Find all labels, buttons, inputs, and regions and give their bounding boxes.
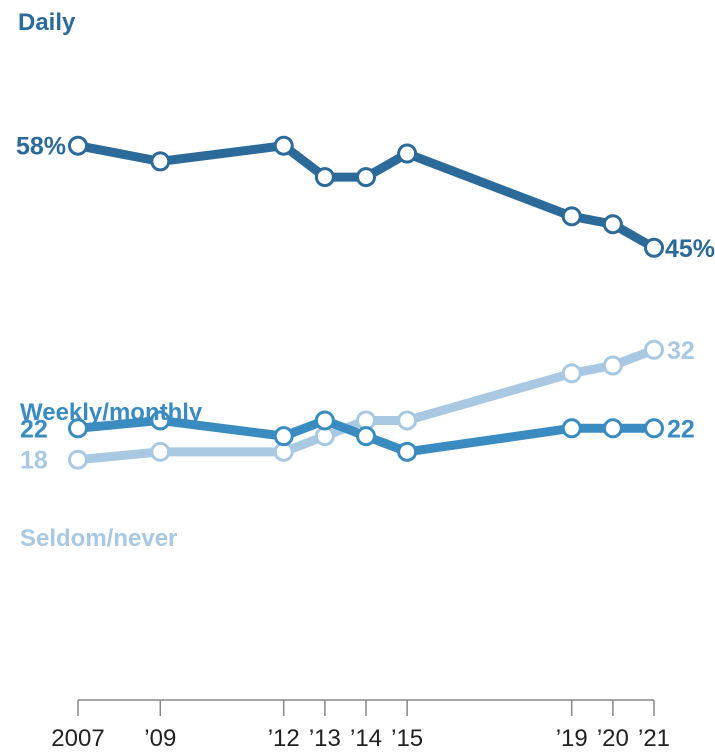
series-lines (68, 135, 664, 470)
x-axis-ticks: 2007 ’09 ’12 ’13 ’14 ’15 ’19 ’20 ’21 (51, 700, 670, 752)
x-tick-label-2020: ’20 (597, 725, 629, 752)
point-daily-2014 (356, 167, 376, 188)
point-weekly-monthly-2021 (644, 418, 664, 439)
point-daily-2020 (602, 214, 623, 235)
point-weekly-monthly-2013 (314, 410, 335, 431)
point-seldom-never-2019 (561, 363, 582, 384)
start-value-seldom-never: 18 (20, 447, 48, 475)
point-seldom-never-2009 (150, 441, 171, 462)
x-tick-label-2015: ’15 (391, 725, 423, 752)
point-weekly-monthly-2012 (273, 426, 294, 447)
x-tick-label-2021: ’21 (638, 725, 670, 752)
x-tick-label-2012: ’12 (268, 725, 300, 752)
point-seldom-never-2020 (602, 355, 623, 376)
start-value-daily: 58% (16, 133, 66, 161)
point-seldom-never-2007 (68, 449, 88, 470)
x-tick-label-2019: ’19 (556, 725, 588, 752)
start-value-weekly-monthly: 22 (20, 415, 48, 443)
point-seldom-never-2021 (644, 339, 664, 360)
point-daily-2015 (397, 143, 418, 164)
point-daily-2021 (644, 237, 664, 258)
series-name-weekly-monthly: Weekly/monthly (20, 399, 203, 426)
point-seldom-never-2015 (397, 410, 418, 431)
end-value-weekly-monthly: 22 (667, 415, 695, 443)
end-value-seldom-never: 32 (667, 337, 695, 365)
point-daily-2012 (273, 135, 294, 156)
point-weekly-monthly-2019 (561, 418, 582, 439)
point-weekly-monthly-2007 (68, 418, 88, 439)
series-name-daily: Daily (18, 9, 76, 36)
end-value-daily: 45% (665, 235, 715, 263)
point-daily-2019 (561, 206, 582, 227)
point-weekly-monthly-2015 (397, 441, 418, 462)
x-tick-label-2009: ’09 (144, 725, 176, 752)
x-tick-label-2013: ’13 (309, 725, 341, 752)
point-weekly-monthly-2020 (602, 418, 623, 439)
point-daily-2013 (314, 167, 335, 188)
point-weekly-monthly-2009 (150, 410, 171, 431)
x-tick-label-2007: 2007 (51, 725, 104, 752)
series-name-seldom-never: Seldom/never (20, 525, 177, 552)
x-tick-label-2014: ’14 (350, 725, 382, 752)
point-weekly-monthly-2014 (356, 426, 376, 447)
point-daily-2007 (68, 135, 88, 156)
point-daily-2009 (150, 151, 171, 172)
